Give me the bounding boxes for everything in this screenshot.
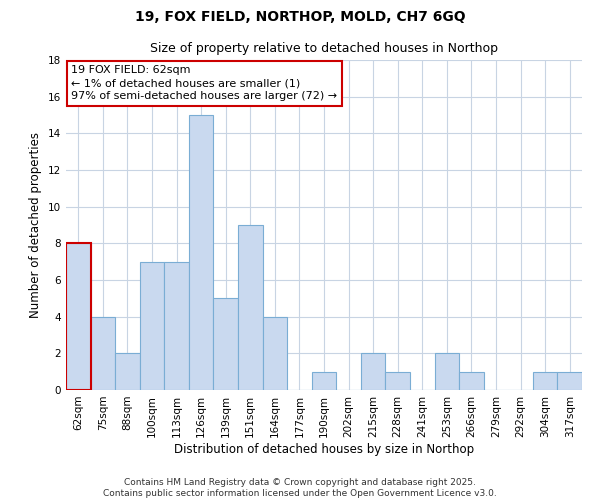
Text: 19 FOX FIELD: 62sqm
← 1% of detached houses are smaller (1)
97% of semi-detached: 19 FOX FIELD: 62sqm ← 1% of detached hou… bbox=[71, 65, 337, 102]
Bar bbox=[66, 244, 91, 390]
Bar bbox=[533, 372, 557, 390]
Text: 19, FOX FIELD, NORTHOP, MOLD, CH7 6GQ: 19, FOX FIELD, NORTHOP, MOLD, CH7 6GQ bbox=[134, 10, 466, 24]
Bar bbox=[140, 262, 164, 390]
Y-axis label: Number of detached properties: Number of detached properties bbox=[29, 132, 43, 318]
Text: Contains HM Land Registry data © Crown copyright and database right 2025.
Contai: Contains HM Land Registry data © Crown c… bbox=[103, 478, 497, 498]
Bar bbox=[66, 244, 91, 390]
Bar bbox=[385, 372, 410, 390]
X-axis label: Distribution of detached houses by size in Northop: Distribution of detached houses by size … bbox=[174, 442, 474, 456]
Bar bbox=[434, 354, 459, 390]
Bar bbox=[263, 316, 287, 390]
Bar bbox=[91, 316, 115, 390]
Bar bbox=[164, 262, 189, 390]
Title: Size of property relative to detached houses in Northop: Size of property relative to detached ho… bbox=[150, 42, 498, 54]
Bar bbox=[214, 298, 238, 390]
Bar bbox=[189, 115, 214, 390]
Bar bbox=[115, 354, 140, 390]
Bar bbox=[238, 225, 263, 390]
Bar bbox=[459, 372, 484, 390]
Bar bbox=[557, 372, 582, 390]
Bar bbox=[312, 372, 336, 390]
Bar bbox=[361, 354, 385, 390]
